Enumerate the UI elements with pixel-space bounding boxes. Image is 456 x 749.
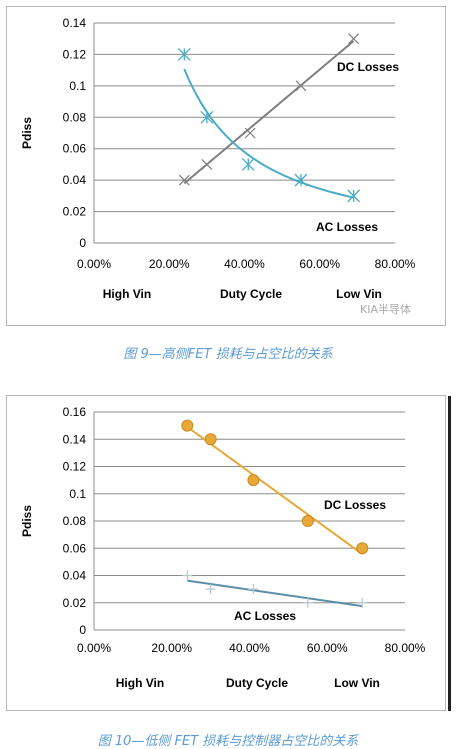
- figure-9-caption: 图 9—高侧FET 损耗与占空比的关系: [123, 347, 333, 362]
- trendline-dc-losses: [186, 426, 363, 555]
- data-point-ac-losses: [177, 47, 191, 61]
- y-tick-label: 0.16: [63, 405, 87, 419]
- chart-1: 0 0.02 0.04 0.06 0.08 0.1 0.12 0.14 0.00% 20.00% 4…: [20, 16, 416, 301]
- y-tick-label: 0.14: [63, 432, 87, 446]
- y-tick-label: 0.08: [63, 514, 87, 528]
- data-point-dc-losses: [204, 433, 217, 446]
- data-point-ac-losses: [347, 189, 361, 203]
- watermark: KIA半导体: [360, 303, 411, 316]
- trendline-dc-losses: [183, 40, 355, 185]
- y-tick-label: 0.06: [63, 541, 87, 555]
- data-point-ac-losses: [302, 597, 313, 608]
- bottom-label: Duty Cycle: [220, 287, 282, 301]
- chart-2: 0 0.02 0.04 0.06 0.08 0.1 0.12 0.14 0.16 0.00% 20.…: [20, 405, 426, 690]
- data-point-dc-losses: [181, 419, 194, 432]
- series-label: DC Losses: [337, 60, 399, 74]
- y-tick-label: 0: [79, 236, 86, 250]
- data-point-ac-losses: [205, 584, 216, 595]
- x-tick-label: 20.00%: [149, 257, 190, 271]
- data-point-dc-losses: [201, 159, 213, 170]
- data-point-ac-losses: [357, 597, 368, 608]
- x-tick-label: 0.00%: [77, 257, 111, 271]
- figure-10-caption: 图 10—低侧 FET 损耗与控制器占空比的关系: [97, 734, 359, 749]
- y-tick-label: 0.06: [63, 142, 87, 156]
- y-tick-label: 0.04: [63, 173, 87, 187]
- data-point-dc-losses: [244, 127, 256, 139]
- series-label: AC Losses: [234, 609, 296, 623]
- x-tick-label: 0.00%: [77, 641, 111, 655]
- data-point-dc-losses: [301, 515, 314, 527]
- x-tick-label: 60.00%: [299, 257, 340, 271]
- data-point-dc-losses: [178, 174, 190, 186]
- y-tick-label: 0: [79, 623, 86, 637]
- y-tick-label: 0.12: [63, 47, 87, 61]
- y-tick-label: 0.1: [69, 79, 86, 93]
- bottom-label: High Vin: [103, 287, 151, 301]
- x-tick-label: 40.00%: [224, 257, 265, 271]
- trendline-ac-losses: [187, 579, 363, 608]
- data-point-dc-losses: [295, 80, 307, 92]
- data-point-ac-losses: [182, 570, 193, 581]
- y-axis-label: Pdiss: [20, 117, 34, 149]
- edge-bar: [448, 396, 451, 711]
- data-point-ac-losses: [200, 110, 214, 124]
- series-label: DC Losses: [324, 498, 386, 512]
- x-tick-label: 80.00%: [375, 257, 416, 271]
- data-point-dc-losses: [348, 33, 360, 45]
- y-tick-label: 0.08: [63, 110, 87, 124]
- x-tick-label: 80.00%: [385, 641, 426, 655]
- y-axis-label: Pdiss: [20, 505, 34, 537]
- chart-panel-2: 0 0.02 0.04 0.06 0.08 0.1 0.12 0.14 0.16 0.00% 20.…: [6, 395, 446, 711]
- y-tick-label: 0.14: [63, 16, 87, 30]
- y-tick-label: 0.04: [63, 569, 87, 583]
- bottom-label: Low Vin: [334, 676, 380, 690]
- y-tick-label: 0.12: [63, 460, 87, 474]
- data-point-dc-losses: [356, 542, 369, 555]
- bottom-label: Duty Cycle: [226, 676, 288, 690]
- series-label: AC Losses: [316, 220, 378, 234]
- y-tick-label: 0.02: [63, 205, 87, 219]
- data-point-ac-losses: [294, 173, 308, 187]
- x-tick-label: 40.00%: [229, 641, 270, 655]
- y-tick-label: 0.02: [63, 596, 87, 610]
- data-point-ac-losses: [248, 584, 259, 595]
- data-point-ac-losses: [241, 157, 255, 171]
- y-tick-label: 0.1: [69, 487, 86, 501]
- x-tick-label: 20.00%: [151, 641, 192, 655]
- chart-panel-1: 0 0.02 0.04 0.06 0.08 0.1 0.12 0.14 0.00% 20.00% 4…: [6, 6, 446, 326]
- trendline-ac-losses: [183, 68, 354, 199]
- bottom-label: High Vin: [116, 676, 164, 690]
- x-tick-label: 60.00%: [307, 641, 348, 655]
- bottom-label: Low Vin: [336, 287, 382, 301]
- data-point-dc-losses: [247, 474, 260, 487]
